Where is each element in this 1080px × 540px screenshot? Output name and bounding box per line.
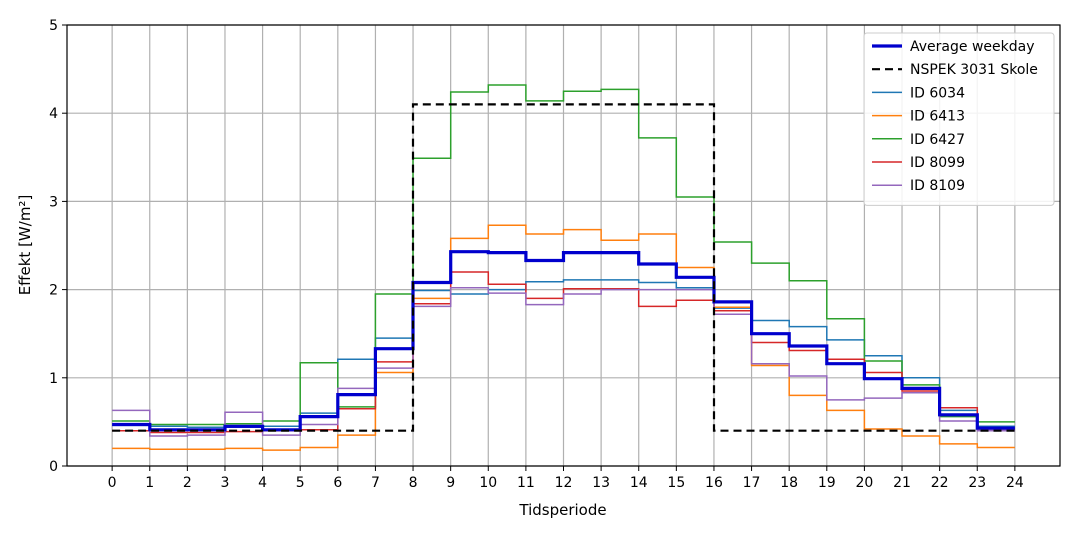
series-line-6 bbox=[112, 287, 1015, 437]
ticks: 0 1 2 3 4 5 6 7 8 9 10 11 12 13 14 15 16 17 18 19 20 21 22 23 24… bbox=[49, 18, 1024, 491]
y-axis-label: Effekt [W/m²] bbox=[16, 195, 34, 296]
x-tick-label: 6 bbox=[333, 475, 342, 491]
x-tick-label: 5 bbox=[296, 475, 305, 491]
x-axis-label: Tidsperiode bbox=[518, 501, 606, 519]
y-tick-label: 4 bbox=[49, 106, 58, 122]
x-tick-label: 0 bbox=[108, 475, 117, 491]
x-tick-label: 23 bbox=[968, 475, 986, 491]
x-tick-label: 7 bbox=[371, 475, 380, 491]
x-tick-label: 16 bbox=[705, 475, 723, 491]
x-tick-label: 17 bbox=[743, 475, 761, 491]
x-tick-label: 1 bbox=[145, 475, 154, 491]
x-tick-label: 13 bbox=[592, 475, 610, 491]
legend-label: ID 8109 bbox=[910, 178, 965, 194]
x-tick-label: 3 bbox=[221, 475, 230, 491]
series-line-1 bbox=[112, 103, 1015, 432]
x-tick-label: 9 bbox=[446, 475, 455, 491]
x-tick-label: 20 bbox=[855, 475, 873, 491]
x-tick-label: 8 bbox=[409, 475, 418, 491]
series-line-3 bbox=[112, 224, 1015, 451]
legend-label: ID 8099 bbox=[910, 155, 965, 171]
x-tick-label: 14 bbox=[630, 475, 648, 491]
legend-label: ID 6034 bbox=[910, 85, 965, 101]
legend-label: NSPEK 3031 Skole bbox=[910, 62, 1038, 78]
y-tick-label: 5 bbox=[49, 18, 58, 34]
legend-label: ID 6427 bbox=[910, 132, 965, 148]
x-tick-label: 21 bbox=[893, 475, 911, 491]
legend-box bbox=[863, 32, 1055, 206]
series-line-4 bbox=[112, 84, 1015, 426]
y-tick-label: 3 bbox=[49, 194, 58, 210]
y-tick-label: 1 bbox=[49, 371, 58, 387]
y-tick-label: 0 bbox=[49, 459, 58, 475]
y-tick-label: 2 bbox=[49, 283, 58, 299]
x-tick-label: 15 bbox=[667, 475, 685, 491]
legend-label: ID 6413 bbox=[910, 109, 965, 125]
x-tick-label: 11 bbox=[517, 475, 535, 491]
x-tick-label: 22 bbox=[931, 475, 949, 491]
series-layer bbox=[112, 84, 1015, 451]
legend: Average weekday NSPEK 3031 Skole ID 6034 ID… bbox=[863, 32, 1055, 206]
x-tick-label: 2 bbox=[183, 475, 192, 491]
legend-label: Average weekday bbox=[910, 39, 1034, 55]
x-tick-label: 4 bbox=[258, 475, 267, 491]
x-tick-label: 24 bbox=[1006, 475, 1024, 491]
x-tick-label: 10 bbox=[479, 475, 497, 491]
x-tick-label: 19 bbox=[818, 475, 836, 491]
x-tick-label: 12 bbox=[555, 475, 573, 491]
x-tick-label: 18 bbox=[780, 475, 798, 491]
